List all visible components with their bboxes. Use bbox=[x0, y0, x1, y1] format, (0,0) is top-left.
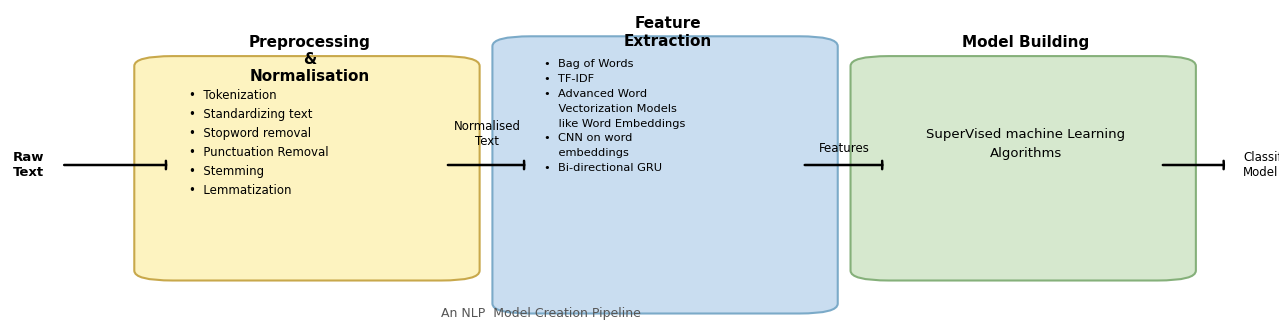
FancyBboxPatch shape bbox=[134, 56, 480, 280]
Text: Model Building: Model Building bbox=[962, 35, 1090, 50]
Text: •  Bag of Words
•  TF-IDF
•  Advanced Word
    Vectorization Models
    like Wor: • Bag of Words • TF-IDF • Advanced Word … bbox=[544, 59, 686, 173]
Text: •  Tokenization
•  Standardizing text
•  Stopword removal
•  Punctuation Removal: • Tokenization • Standardizing text • St… bbox=[189, 89, 329, 197]
Text: Features: Features bbox=[819, 142, 870, 155]
Text: An NLP  Model Creation Pipeline: An NLP Model Creation Pipeline bbox=[441, 307, 641, 320]
FancyBboxPatch shape bbox=[851, 56, 1196, 280]
Text: Feature
Extraction: Feature Extraction bbox=[624, 16, 711, 49]
Text: Normalised
Text: Normalised Text bbox=[454, 120, 521, 148]
Text: Raw
Text: Raw Text bbox=[13, 151, 43, 179]
Text: Classification
Model: Classification Model bbox=[1243, 151, 1279, 179]
Text: Preprocessing
&
Normalisation: Preprocessing & Normalisation bbox=[248, 35, 371, 84]
Text: SuperVised machine Learning
Algorithms: SuperVised machine Learning Algorithms bbox=[926, 128, 1126, 159]
FancyBboxPatch shape bbox=[492, 36, 838, 314]
